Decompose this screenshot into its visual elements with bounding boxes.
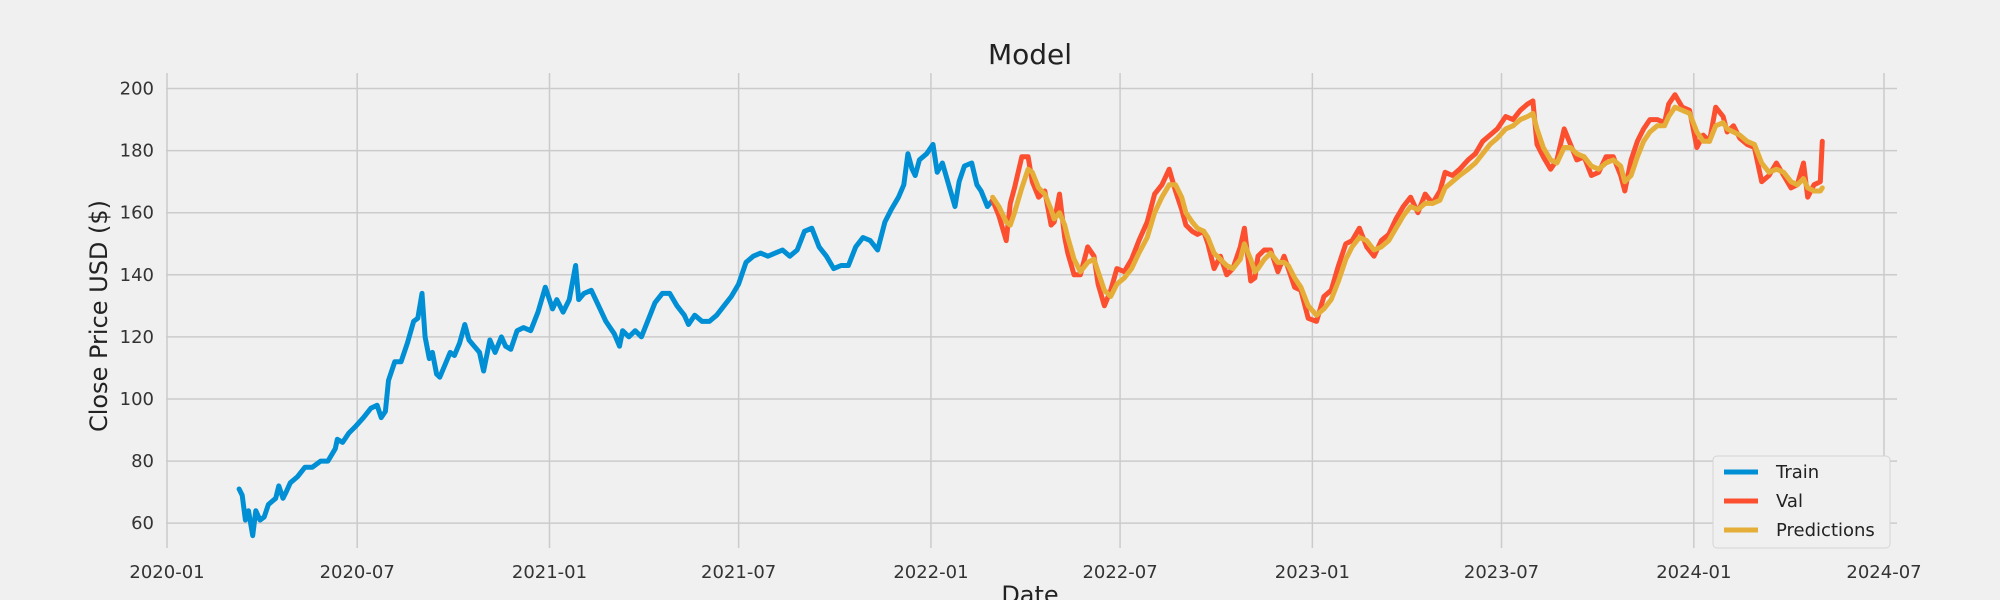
series-lines: [236, 92, 1825, 539]
legend-box: [1712, 455, 1891, 549]
legend-train-label: Train: [1775, 462, 1819, 483]
x-tick-label: 2022-07: [1082, 562, 1157, 583]
series-line-train: [236, 141, 996, 539]
x-tick-labels: 2020-01 2020-07 2021-01 2021-07 2022-01 2022-…: [129, 562, 1921, 583]
x-tick-label: 2024-07: [1846, 562, 1921, 583]
series-line-predictions: [990, 104, 1825, 318]
legend-val-label: Val: [1776, 491, 1803, 512]
y-tick-label: 100: [120, 389, 154, 410]
x-tick-label: 2023-07: [1464, 562, 1539, 583]
x-tick-label: 2024-01: [1656, 562, 1731, 583]
legend: Train Val Predictions: [1712, 455, 1891, 549]
x-tick-label: 2023-01: [1275, 562, 1350, 583]
legend-predictions-label: Predictions: [1776, 520, 1875, 541]
x-axis-title: Date: [1001, 581, 1058, 600]
x-tick-label: 2020-07: [320, 562, 395, 583]
chart-title: Model: [988, 38, 1072, 71]
y-axis-title: Close Price USD ($): [85, 200, 113, 432]
y-tick-label: 60: [131, 513, 154, 534]
y-tick-labels: 60 80 100 120 140 160 180 200: [120, 79, 154, 535]
y-tick-label: 140: [120, 265, 154, 286]
x-tick-label: 2021-01: [512, 562, 587, 583]
y-tick-label: 80: [131, 451, 154, 472]
x-tick-label: 2022-01: [893, 562, 968, 583]
x-tick-label: 2020-01: [129, 562, 204, 583]
y-tick-label: 180: [120, 141, 154, 162]
x-tick-label: 2021-07: [701, 562, 776, 583]
series-line-val: [990, 92, 1825, 324]
y-tick-label: 160: [120, 203, 154, 224]
y-gridlines: [166, 87, 1897, 524]
y-tick-label: 120: [120, 327, 154, 348]
y-tick-label: 200: [120, 79, 154, 100]
